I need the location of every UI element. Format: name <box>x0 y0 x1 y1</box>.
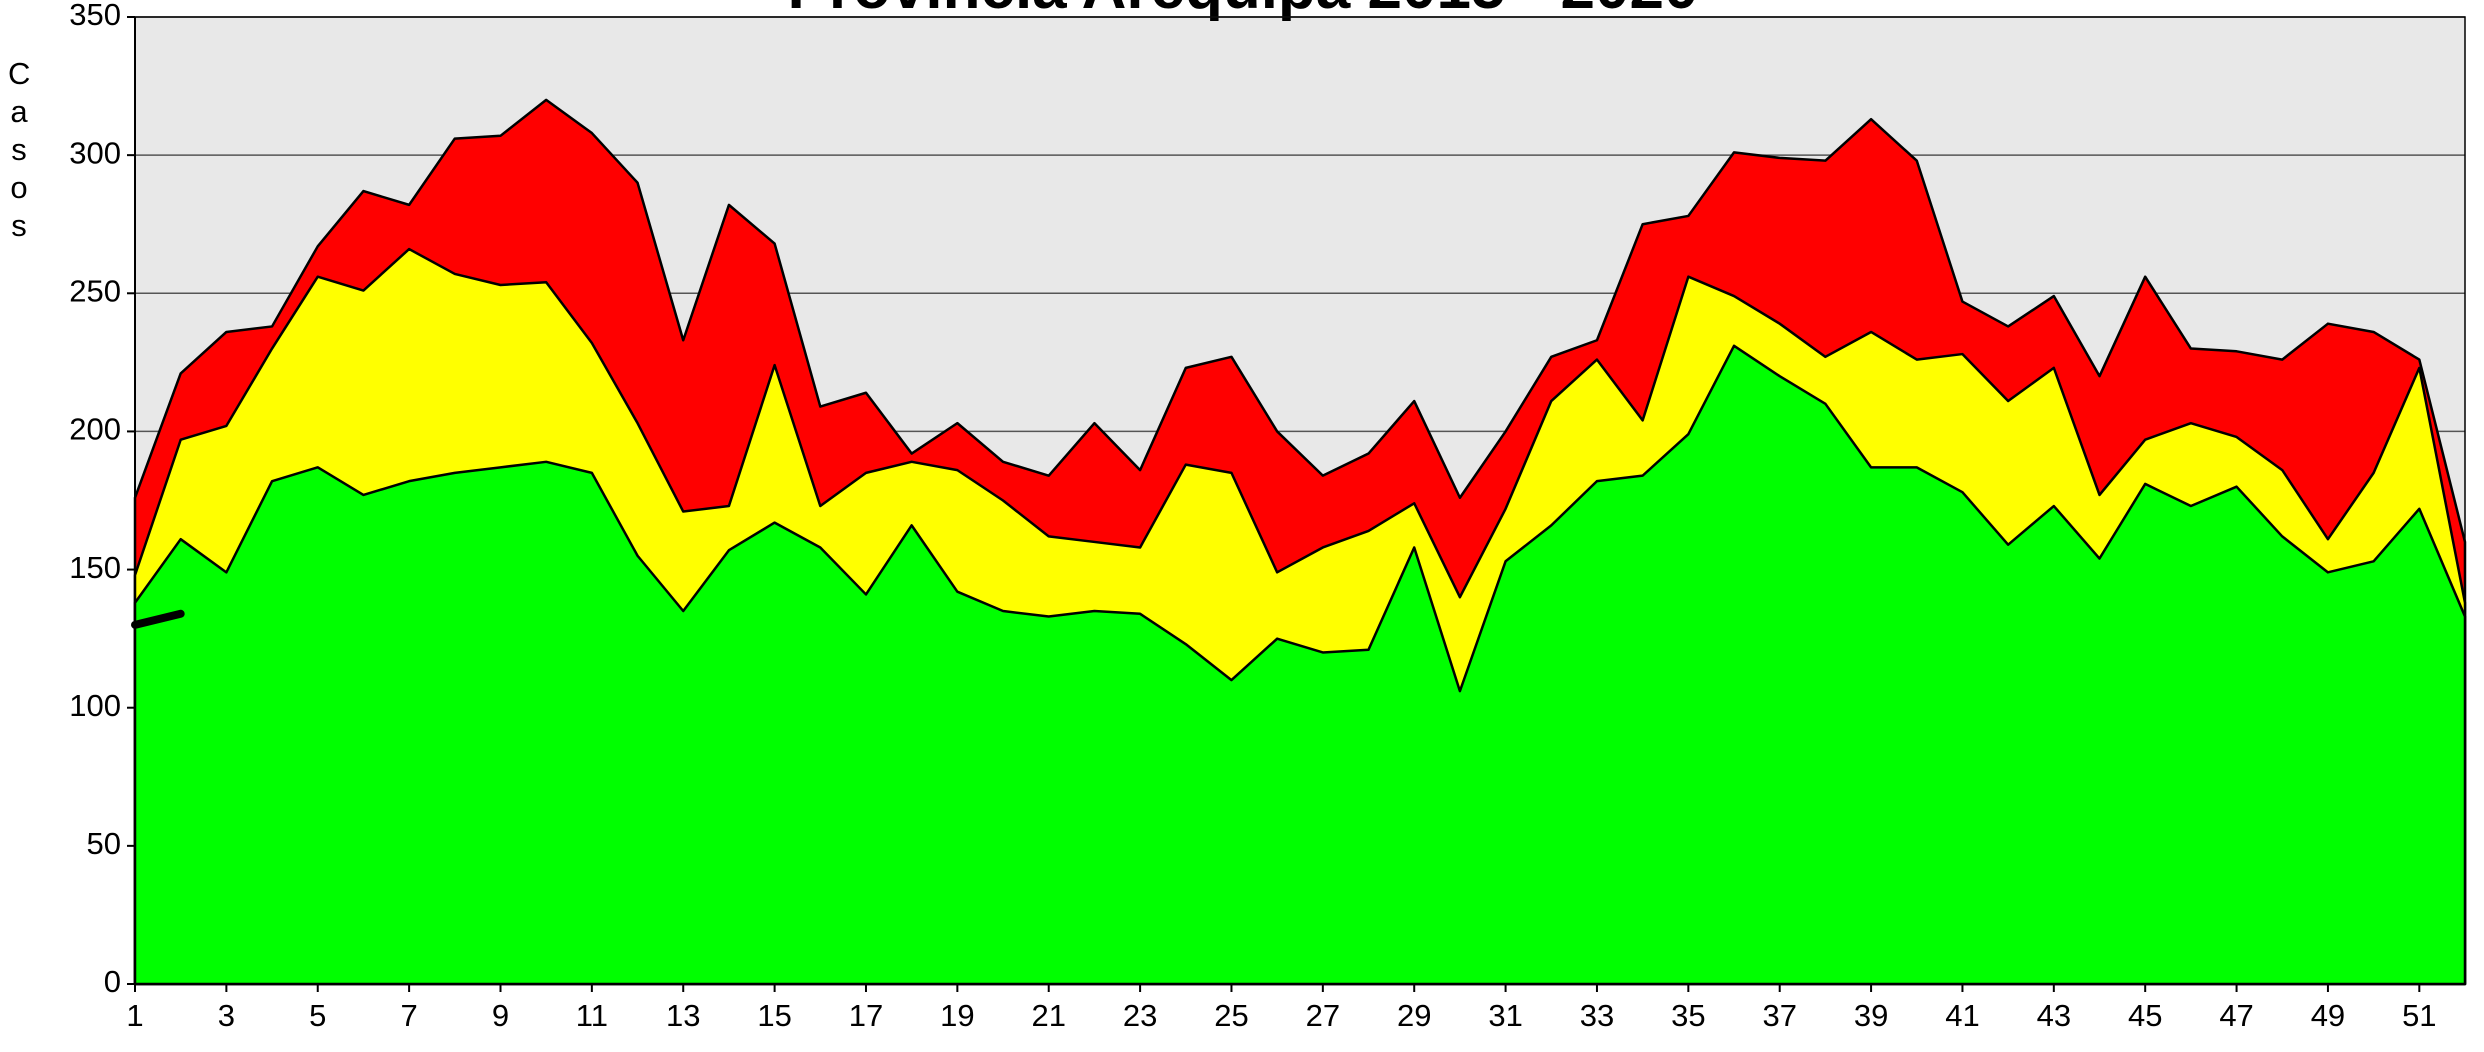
y-tick-label: 150 <box>69 550 121 585</box>
x-tick-label: 47 <box>2219 998 2253 1033</box>
x-tick-label: 13 <box>666 998 700 1033</box>
y-tick-label: 350 <box>69 0 121 32</box>
x-tick-label: 29 <box>1397 998 1431 1033</box>
y-tick-label: 250 <box>69 273 121 308</box>
y-tick-label: 0 <box>104 964 121 999</box>
chart-title: Provincia Arequipa 2015 - 2020 <box>788 0 1699 22</box>
y-axis-label: Casos <box>8 56 31 243</box>
x-tick-label: 39 <box>1854 998 1888 1033</box>
x-tick-label: 5 <box>309 998 326 1033</box>
y-tick-label: 100 <box>69 688 121 723</box>
x-tick-label: 9 <box>492 998 509 1033</box>
x-tick-label: 11 <box>576 998 608 1033</box>
x-tick-label: 7 <box>400 998 417 1033</box>
x-tick-label: 19 <box>940 998 974 1033</box>
x-tick-label: 27 <box>1306 998 1340 1033</box>
x-tick-label: 17 <box>849 998 883 1033</box>
x-tick-label: 43 <box>2037 998 2071 1033</box>
x-tick-label: 21 <box>1031 998 1065 1033</box>
x-tick-label: 1 <box>126 998 143 1033</box>
plot-border <box>134 16 2466 985</box>
current-line <box>131 609 185 629</box>
x-tick-label: 51 <box>2402 998 2436 1033</box>
x-tick-label: 37 <box>1762 998 1796 1033</box>
y-tick-label: 50 <box>87 826 121 861</box>
area <box>133 344 2467 986</box>
x-tick-label: 25 <box>1214 998 1248 1033</box>
x-tick-label: 33 <box>1580 998 1614 1033</box>
y-tick-label: 200 <box>69 412 121 447</box>
y-tick-label: 300 <box>69 135 121 170</box>
x-tick-label: 41 <box>1945 998 1979 1033</box>
x-tick-label: 31 <box>1488 998 1522 1033</box>
x-tick-label: 23 <box>1123 998 1157 1033</box>
x-tick-label: 3 <box>218 998 235 1033</box>
x-tick-label: 15 <box>757 998 791 1033</box>
x-tick-label: 49 <box>2311 998 2345 1033</box>
x-tick-label: 45 <box>2128 998 2162 1033</box>
x-tick-label: 35 <box>1671 998 1705 1033</box>
